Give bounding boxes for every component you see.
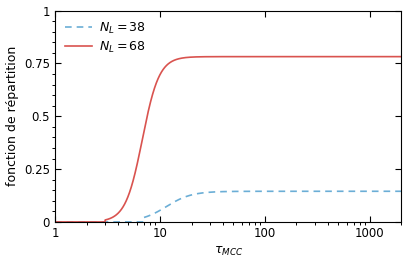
$N_L = 68$ bbox=[120, 206, 125, 209]
$N_L = 68$ bbox=[54, 220, 59, 224]
X-axis label: $\tau_{MCC}$: $\tau_{MCC}$ bbox=[214, 245, 243, 258]
Line: $N_L = 68$: $N_L = 68$ bbox=[55, 57, 401, 222]
$N_L = 68$ bbox=[53, 220, 57, 224]
Legend: $N_L = 38$, $N_L = 68$: $N_L = 38$, $N_L = 68$ bbox=[61, 17, 149, 58]
$N_L = 38$ bbox=[120, 220, 125, 224]
$N_L = 38$ bbox=[222, 190, 227, 193]
$N_L = 38$ bbox=[73, 220, 78, 224]
$N_L = 38$ bbox=[53, 220, 57, 224]
$N_L = 38$ bbox=[381, 190, 385, 193]
$N_L = 38$ bbox=[67, 220, 72, 224]
$N_L = 68$ bbox=[399, 55, 404, 58]
$N_L = 68$ bbox=[222, 55, 227, 58]
$N_L = 38$ bbox=[399, 190, 404, 193]
$N_L = 68$ bbox=[73, 220, 78, 224]
Y-axis label: fonction de répartition: fonction de répartition bbox=[6, 46, 19, 186]
Line: $N_L = 38$: $N_L = 38$ bbox=[55, 191, 401, 222]
$N_L = 38$ bbox=[54, 220, 59, 224]
$N_L = 68$ bbox=[67, 220, 72, 224]
$N_L = 68$ bbox=[381, 55, 385, 58]
